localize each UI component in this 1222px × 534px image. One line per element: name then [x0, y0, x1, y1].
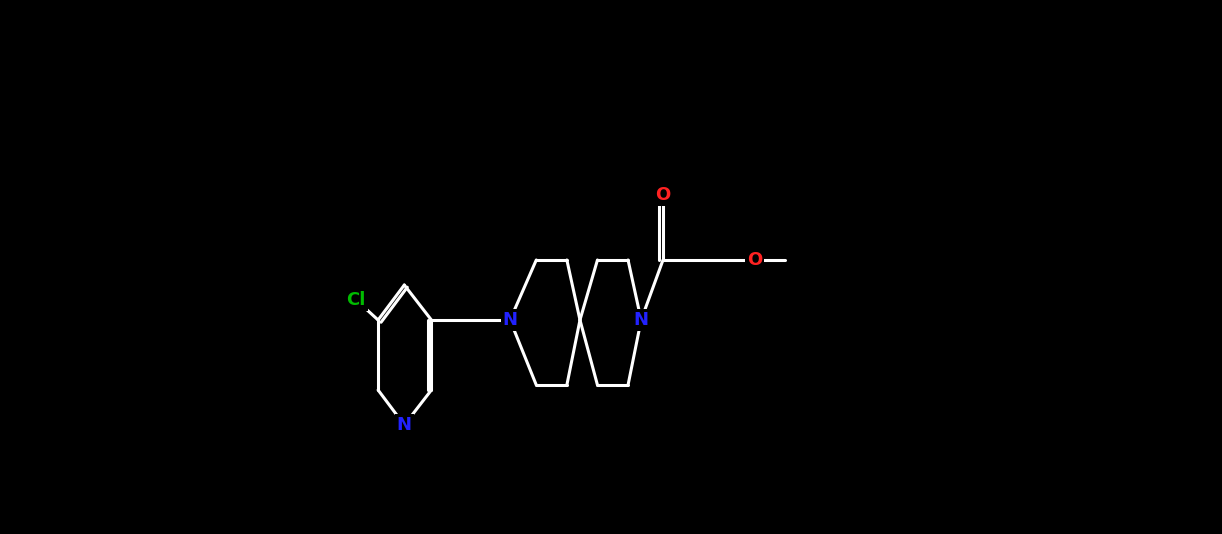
Text: O: O — [747, 251, 763, 269]
Text: N: N — [502, 311, 518, 329]
Text: N: N — [634, 311, 649, 329]
Text: O: O — [655, 186, 671, 204]
Text: N: N — [397, 416, 412, 434]
Text: Cl: Cl — [347, 291, 365, 309]
